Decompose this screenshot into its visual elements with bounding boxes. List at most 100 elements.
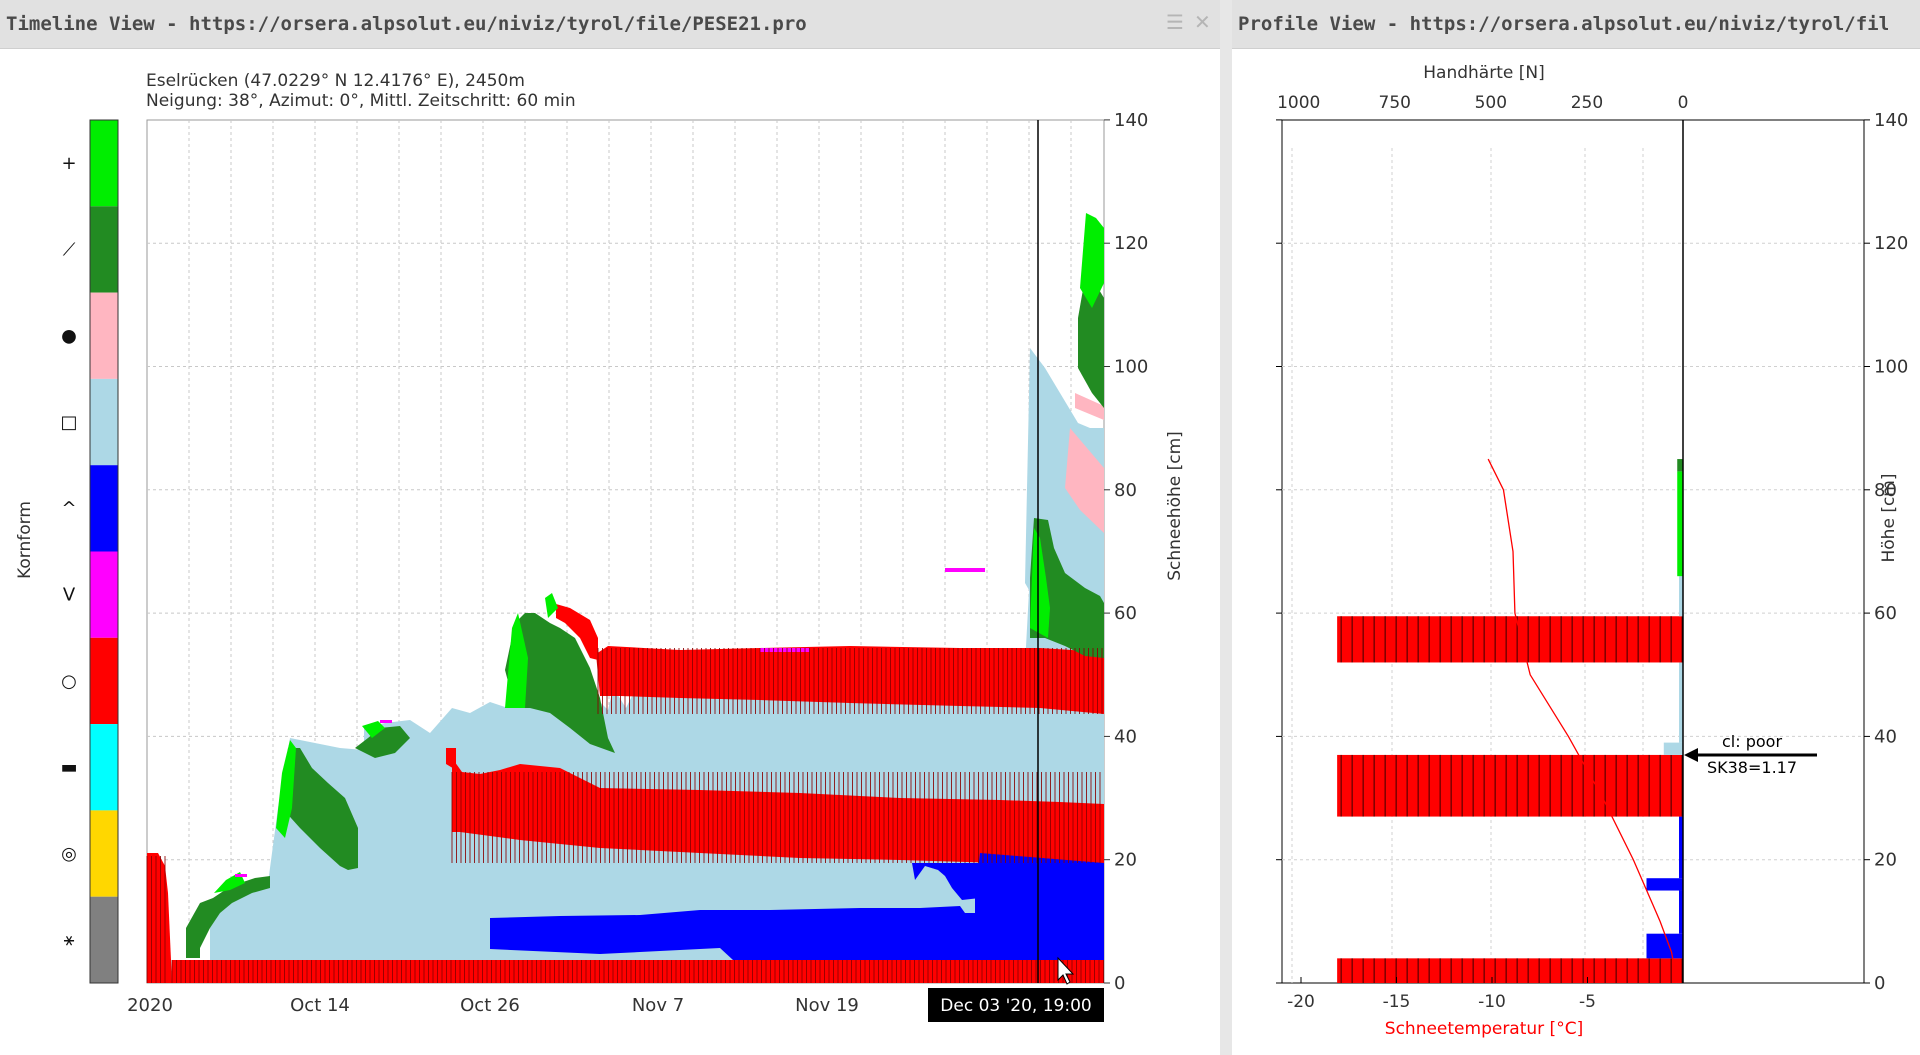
legend-swatch — [90, 378, 118, 466]
grain-symbol: ⟋ — [63, 239, 76, 260]
grain-symbol: ▬ — [60, 757, 77, 778]
y-tick-label: 0 — [1114, 973, 1125, 994]
menu-icon[interactable]: ☰ — [1166, 10, 1184, 34]
layer-rounded-top — [1065, 428, 1104, 533]
legend-swatch — [90, 637, 118, 725]
timeline-title: Timeline View - https://orsera.alpsolut.… — [6, 13, 807, 35]
y-tick-label: 140 — [1114, 110, 1148, 131]
hardness-tick-label: 0 — [1678, 93, 1689, 113]
hardness-axis-title: Handhärte [N] — [1423, 63, 1544, 83]
layer-crust-bottom — [172, 960, 1104, 983]
x-tick-label: Oct 14 — [290, 995, 350, 1016]
station-info: Eselrücken (47.0229° N 12.4176° E), 2450… — [146, 71, 525, 91]
y-tick-label: 80 — [1114, 480, 1137, 501]
layer-oct-new-snow — [276, 740, 296, 838]
profile-plot-area — [1281, 119, 1865, 984]
y-tick-label: 40 — [1114, 726, 1137, 747]
profile-layer-bar — [1646, 878, 1683, 891]
profile-layer-bar — [1679, 816, 1683, 879]
legend-swatch — [90, 896, 118, 983]
arrow-head-icon — [1684, 748, 1698, 762]
layer-crust-early — [147, 853, 172, 983]
layer-early-new-snow — [214, 872, 245, 893]
stability-class: cl: poor — [1722, 732, 1782, 751]
layer-surface-hoar — [235, 568, 985, 877]
layer-depth-hoar-base — [490, 853, 1104, 960]
y-tick-label: 100 — [1874, 357, 1908, 378]
profile-layer-bar — [1337, 616, 1683, 663]
layer-oct-upper-new — [362, 721, 385, 738]
temperature-axis-title: Schneetemperatur [°C] — [1385, 1019, 1583, 1039]
timeline-titlebar[interactable]: Timeline View - https://orsera.alpsolut.… — [0, 0, 1220, 49]
grain-symbol: □ — [60, 412, 77, 433]
profile-layer-bar — [1646, 933, 1683, 959]
layer-oct-decomposing — [282, 748, 358, 870]
stability-index: SK38=1.17 — [1707, 758, 1797, 777]
legend-swatch — [90, 206, 118, 293]
profile-layer-bar — [1677, 471, 1683, 577]
profile-titlebar[interactable]: Profile View - https://orsera.alpsolut.e… — [1232, 0, 1920, 49]
layer-oct-upper — [355, 726, 410, 758]
layer-depth-hoar-block — [912, 863, 980, 900]
profile-chart[interactable]: Handhärte [N] 10007505002500KP1F4FF 0204… — [1232, 48, 1920, 1055]
temp-tick-label: -15 — [1383, 992, 1411, 1012]
profile-title: Profile View - https://orsera.alpsolut.e… — [1238, 13, 1888, 35]
temperature-curve — [1487, 458, 1678, 984]
layer-rounded-mid — [1075, 393, 1104, 420]
mouse-pointer-icon — [1057, 956, 1075, 985]
layer-dec-upper-decomp — [1078, 278, 1104, 408]
legend-swatch — [90, 551, 118, 638]
x-tick-label: Nov 7 — [632, 995, 684, 1016]
legend-swatch — [90, 292, 118, 379]
hardness-tick-label: 250 — [1571, 93, 1603, 113]
cursor-date-label: Dec 03 '20, 19:00 — [940, 996, 1091, 1016]
profile-layer-bar — [1679, 890, 1683, 934]
legend-title: Kornform — [15, 501, 35, 579]
hardness-tick-label: 750 — [1379, 93, 1411, 113]
x-tick-label: Oct 26 — [460, 995, 520, 1016]
grain-symbol: ○ — [61, 671, 77, 692]
profile-layer-bar — [1679, 662, 1683, 743]
y-tick-label: 0 — [1874, 973, 1885, 994]
y-tick-label: 60 — [1874, 603, 1897, 624]
legend-frame — [89, 119, 119, 984]
x-axis: 2020 Oct 14 Oct 26 Nov 7 Nov 19 — [127, 995, 859, 1016]
legend-swatch — [90, 465, 118, 552]
x-tick-label: Nov 19 — [795, 995, 859, 1016]
layer-crust-mid-peak — [446, 748, 456, 770]
grain-symbol: ⚹ — [64, 930, 75, 951]
grain-symbol: V — [63, 585, 76, 606]
layer-crust-peak — [556, 604, 598, 660]
simulation-params: Neigung: 38°, Azimut: 0°, Mittl. Zeitsch… — [146, 91, 576, 111]
grain-symbol: ^ — [61, 498, 76, 519]
height-axis-title: Höhe [cm] — [1879, 474, 1899, 563]
x-tick-label: 2020 — [127, 995, 173, 1016]
layer-dec-upper-new — [1080, 213, 1104, 308]
profile-layer-bar — [1677, 459, 1683, 472]
hardness-tick-label: 1000 — [1277, 93, 1320, 113]
profile-layer-bar — [1337, 754, 1683, 817]
temp-tick-label: -10 — [1478, 992, 1506, 1012]
y-tick-label: 60 — [1114, 603, 1137, 624]
layer-nov-new-snow — [505, 613, 528, 708]
layer-dec-new-snow — [1030, 528, 1050, 638]
layer-early-decomposing — [186, 876, 270, 968]
crust-hatching — [146, 648, 1104, 983]
temp-tick-label: -5 — [1579, 992, 1596, 1012]
y-tick-label: 140 — [1874, 110, 1908, 131]
y-tick-label: 80 — [1874, 480, 1897, 501]
legend-swatch — [90, 724, 118, 811]
layer-crust-middle — [452, 758, 1104, 863]
grain-symbol: ● — [61, 326, 77, 347]
timeline-chart[interactable]: Eselrücken (47.0229° N 12.4176° E), 2450… — [0, 48, 1220, 1055]
temperature-axis: -20 -15 -10 -5 — [1287, 977, 1596, 1012]
y-tick-label: 20 — [1874, 850, 1897, 871]
cursor-date-badge — [928, 988, 1104, 1022]
y-tick-label: 100 — [1114, 357, 1148, 378]
y-axis-right: 0 20 40 60 80 100 120 140 — [1104, 110, 1148, 994]
grain-symbol: ◎ — [61, 843, 77, 864]
legend-swatch — [90, 120, 118, 207]
close-icon[interactable]: ✕ — [1194, 10, 1211, 34]
y-axis-title: Schneehöhe [cm] — [1165, 431, 1185, 581]
profile-layer-bar — [1663, 742, 1683, 755]
